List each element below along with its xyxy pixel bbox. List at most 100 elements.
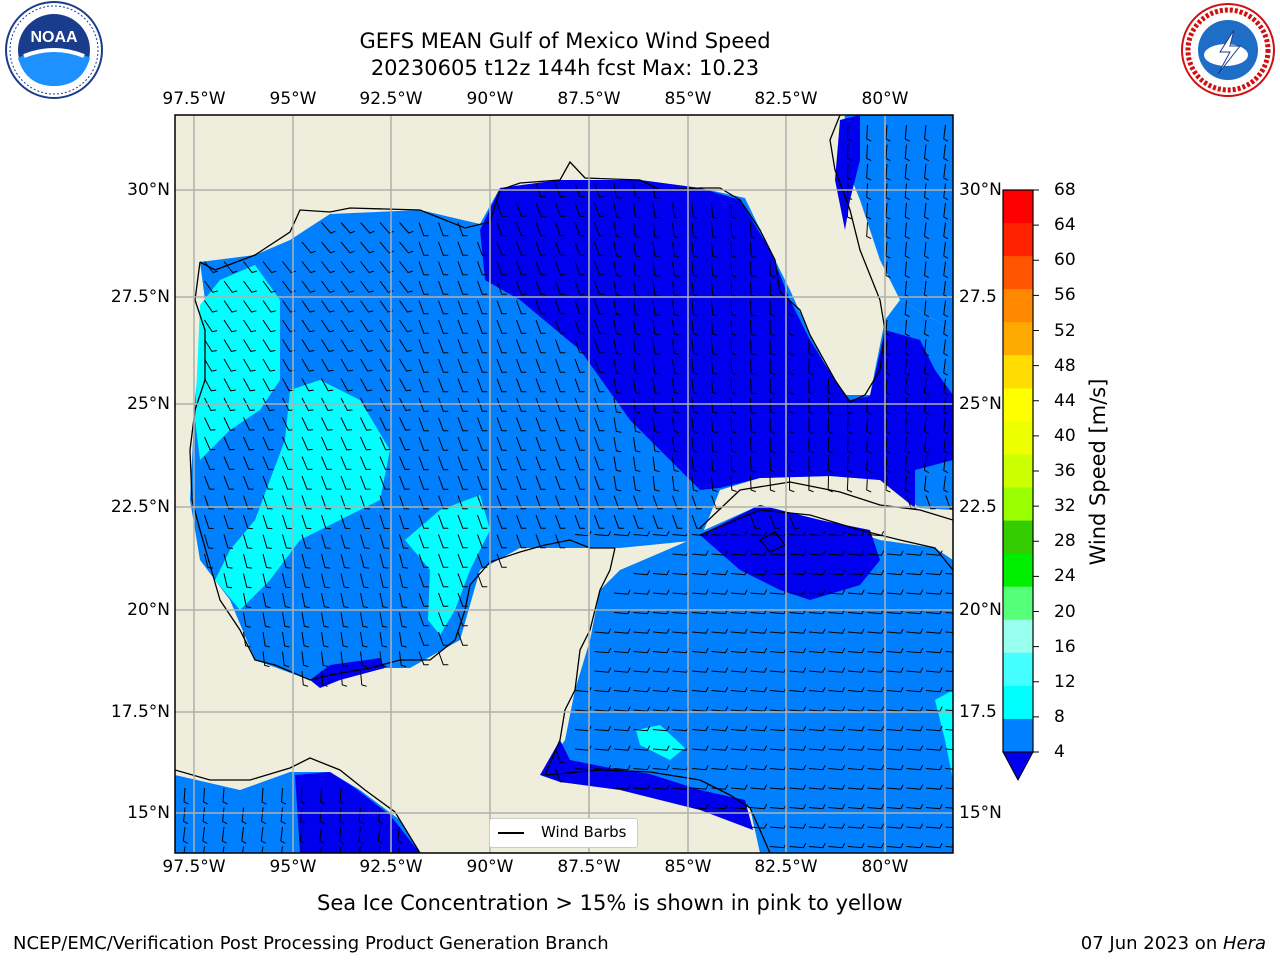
wind-barb bbox=[711, 784, 729, 790]
wind-barb bbox=[730, 784, 748, 790]
wind-barb bbox=[945, 826, 953, 829]
wind-barb bbox=[750, 300, 756, 317]
wind-barb bbox=[594, 436, 605, 451]
wind-barb bbox=[750, 745, 768, 751]
wind-barb bbox=[750, 397, 756, 415]
wind-barb bbox=[496, 261, 507, 276]
wind-barb bbox=[789, 842, 807, 849]
wind-barb bbox=[789, 550, 807, 556]
wind-barb bbox=[262, 475, 273, 490]
wind-barb bbox=[750, 803, 768, 810]
wind-barb bbox=[183, 787, 189, 805]
wind-barb bbox=[360, 456, 371, 470]
wind-barb bbox=[691, 319, 699, 336]
wind-barb bbox=[555, 475, 566, 490]
wind-barb bbox=[808, 842, 826, 849]
wind-barb bbox=[867, 745, 885, 751]
wind-barb bbox=[243, 397, 255, 412]
wind-barb bbox=[925, 706, 943, 712]
wind-barb bbox=[399, 378, 412, 392]
wind-barb bbox=[885, 339, 891, 357]
wind-barb bbox=[320, 846, 322, 853]
wind-barb bbox=[789, 300, 795, 317]
wind-barb bbox=[340, 417, 353, 431]
wind-barb bbox=[438, 300, 449, 315]
wind-barb bbox=[769, 261, 776, 278]
wind-barb bbox=[847, 530, 865, 537]
wind-barb bbox=[204, 339, 217, 352]
colorbar-segment bbox=[1003, 685, 1033, 720]
lat-tick-right: 17.5 bbox=[959, 702, 997, 722]
wind-barb bbox=[340, 378, 353, 392]
wind-barb bbox=[594, 706, 612, 712]
wind-barb bbox=[321, 495, 332, 510]
wind-barb bbox=[358, 826, 364, 844]
wind-barb bbox=[457, 534, 468, 549]
wind-barb bbox=[769, 475, 776, 493]
wind-barb bbox=[866, 456, 872, 474]
wind-barb bbox=[360, 612, 368, 628]
lon-tick-top: 87.5°W bbox=[557, 89, 621, 109]
wind-barb bbox=[516, 280, 527, 295]
lon-tick-top: 95°W bbox=[269, 89, 317, 109]
wind-barb bbox=[262, 417, 275, 431]
wind-barb bbox=[204, 300, 218, 313]
wind-barb bbox=[438, 280, 449, 295]
wind-barb bbox=[555, 456, 566, 471]
wind-barb bbox=[477, 436, 488, 451]
wind-barb bbox=[204, 475, 215, 490]
wind-barb bbox=[418, 378, 429, 393]
wind-barb bbox=[438, 475, 449, 490]
wind-barb bbox=[750, 686, 768, 693]
wind-barb bbox=[652, 222, 660, 239]
wind-barb bbox=[672, 397, 680, 414]
wind-barb bbox=[438, 573, 449, 588]
colorbar-segment bbox=[1003, 289, 1033, 323]
wind-barb bbox=[691, 202, 699, 219]
wind-barb bbox=[846, 144, 853, 161]
wind-barb bbox=[477, 378, 488, 393]
wind-barb bbox=[691, 280, 699, 297]
wind-barb bbox=[672, 456, 680, 473]
colorbar-label: Wind Speed [m/s] bbox=[1086, 378, 1110, 566]
colorbar-tick-label: 8 bbox=[1054, 706, 1065, 727]
wind-barb bbox=[477, 417, 488, 432]
wind-barb bbox=[943, 456, 949, 474]
wind-barb bbox=[769, 300, 776, 317]
wind-barb bbox=[613, 456, 622, 472]
wind-barb bbox=[477, 339, 488, 354]
wind-barb bbox=[613, 530, 631, 537]
wind-barb bbox=[574, 222, 585, 237]
wind-barb bbox=[321, 222, 336, 234]
wind-barb bbox=[418, 436, 429, 451]
chart-subtitle: 20230605 t12z 144h fcst Max: 10.23 bbox=[370, 56, 760, 80]
wind-barb bbox=[613, 222, 622, 238]
wind-barb bbox=[945, 631, 953, 634]
wind-barb bbox=[904, 183, 910, 201]
honduras-coast bbox=[544, 769, 771, 853]
wind-barb bbox=[243, 358, 256, 372]
wind-barb bbox=[847, 784, 865, 790]
wind-barb bbox=[594, 280, 605, 295]
wind-barb bbox=[828, 667, 846, 673]
wind-barb bbox=[750, 628, 768, 634]
wind-barb bbox=[438, 222, 449, 237]
wind-barb bbox=[711, 456, 718, 473]
wind-barb bbox=[711, 667, 729, 673]
wind-barb bbox=[633, 647, 651, 654]
wind-barb bbox=[594, 475, 605, 490]
lon-tick-bottom: 90°W bbox=[466, 857, 514, 877]
wind-barb bbox=[885, 202, 891, 220]
wind-barb bbox=[379, 222, 395, 234]
colorbar-tick-label: 60 bbox=[1054, 250, 1076, 271]
wind-barb bbox=[555, 241, 566, 256]
wind-barb bbox=[750, 241, 756, 259]
wind-barb bbox=[477, 553, 488, 568]
wind-barb bbox=[516, 300, 527, 315]
colorbar-tick-label: 68 bbox=[1054, 180, 1076, 200]
wind-barb bbox=[262, 300, 277, 313]
wind-barb bbox=[243, 573, 252, 589]
wind-barb bbox=[691, 784, 709, 790]
wind-barb bbox=[867, 823, 885, 829]
lat-tick-right: 25°N bbox=[959, 394, 1002, 414]
